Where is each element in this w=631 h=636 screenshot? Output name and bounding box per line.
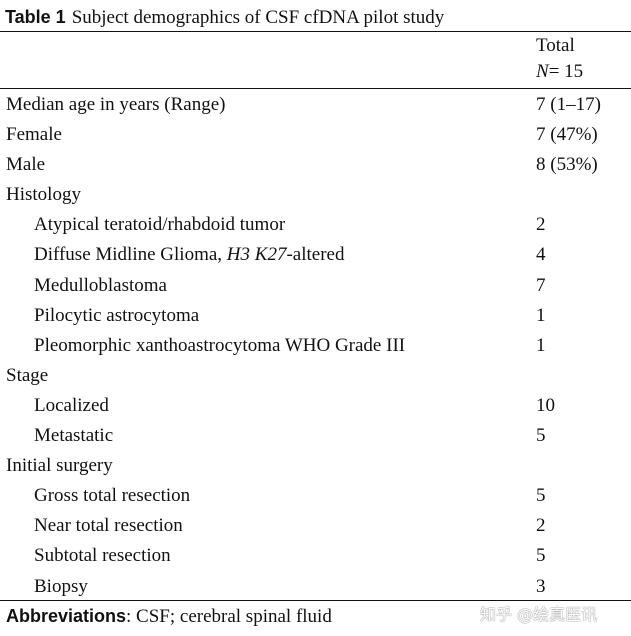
- row-value: 1: [536, 334, 546, 356]
- table-top-rule: [0, 31, 631, 32]
- row-label: Male: [6, 154, 46, 176]
- table-row: Diffuse Midline Glioma, H3 K27-altered 4: [0, 240, 631, 270]
- row-label: Subtotal resection: [34, 545, 171, 567]
- row-label-prefix: Diffuse Midline Glioma,: [34, 244, 227, 266]
- row-label: Median age in years (Range): [6, 94, 226, 115]
- table-row: Histology: [0, 180, 631, 210]
- table-row: Male 8 (53%): [0, 150, 631, 180]
- row-value: 1: [536, 304, 546, 326]
- table-row: Pleomorphic xanthoastrocytoma WHO Grade …: [0, 331, 631, 361]
- column-header-n-symbol: N: [536, 61, 549, 82]
- row-label: Biopsy: [34, 575, 88, 597]
- table-footnote: Abbreviations: CSF; cerebral spinal flui…: [6, 603, 332, 630]
- row-label: Diffuse Midline Glioma, H3 K27-altered: [34, 240, 344, 270]
- column-header-line1: Total: [536, 35, 575, 56]
- row-value: 3: [536, 575, 546, 597]
- row-value: 2: [536, 515, 546, 537]
- row-value: 7 (47%): [536, 124, 598, 146]
- table-caption-text: Subject demographics of CSF cfDNA pilot …: [71, 7, 445, 28]
- row-value: 2: [536, 214, 546, 236]
- row-label: Atypical teratoid/rhabdoid tumor: [34, 214, 286, 236]
- row-label: Metastatic: [34, 425, 114, 447]
- row-value: 5: [536, 545, 546, 567]
- table-row: Near total resection 2: [0, 511, 631, 541]
- footnote-label: Abbreviations: [6, 606, 127, 626]
- row-label: Stage: [6, 364, 49, 386]
- table-header-rule: [0, 88, 631, 89]
- footnote-text: : CSF; cerebral spinal fluid: [126, 606, 332, 627]
- table-row: Median age in years (Range) 7 (1–17): [0, 90, 631, 120]
- column-header-n: N= 15: [536, 59, 583, 85]
- row-label: Female: [6, 124, 62, 146]
- table-row: Metastatic 5: [0, 421, 631, 451]
- row-label: Gross total resection: [34, 485, 191, 507]
- row-value: 5: [536, 485, 546, 507]
- column-header-total: Total N= 15: [536, 33, 583, 85]
- table-body: Median age in years (Range) 7 (1–17) Femal…: [0, 90, 631, 602]
- table-row: Atypical teratoid/rhabdoid tumor 2: [0, 210, 631, 240]
- table-row: Biopsy 3: [0, 572, 631, 602]
- column-header-n-value: = 15: [548, 61, 584, 82]
- table-row: Pilocytic astrocytoma 1: [0, 301, 631, 331]
- table-row: Subtotal resection 5: [0, 541, 631, 571]
- row-label: Near total resection: [34, 515, 183, 537]
- row-value: 10: [536, 394, 555, 416]
- row-value: 8 (53%): [536, 154, 598, 176]
- table-row: Initial surgery: [0, 451, 631, 481]
- table-bottom-rule: [0, 600, 631, 601]
- row-label: Pleomorphic xanthoastrocytoma WHO Grade …: [34, 334, 406, 356]
- row-value: 4: [536, 244, 546, 266]
- row-value: 7 (1–17): [536, 94, 601, 115]
- table-caption: Table 1 Subject demographics of CSF cfDNA…: [5, 4, 444, 31]
- row-label: Medulloblastoma: [34, 274, 167, 296]
- row-label: Initial surgery: [6, 455, 113, 477]
- row-label: Histology: [6, 184, 81, 206]
- row-label: Localized: [34, 394, 109, 416]
- table-row: Stage: [0, 361, 631, 391]
- row-label-suffix: -altered: [286, 244, 345, 266]
- row-value: 7: [536, 274, 546, 296]
- table-row: Female 7 (47%): [0, 120, 631, 150]
- table-row: Medulloblastoma 7: [0, 271, 631, 301]
- table-row: Localized 10: [0, 391, 631, 421]
- table-caption-label: Table 1: [5, 7, 66, 27]
- table-row: Gross total resection 5: [0, 481, 631, 511]
- watermark: 知乎 @绘真医讯: [480, 605, 598, 624]
- row-label-italic: H3 K27: [226, 244, 287, 266]
- row-value: 5: [536, 425, 546, 447]
- row-label: Pilocytic astrocytoma: [34, 304, 200, 326]
